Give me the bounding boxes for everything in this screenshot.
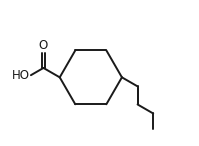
Text: HO: HO [12, 69, 30, 82]
Text: O: O [39, 39, 48, 52]
